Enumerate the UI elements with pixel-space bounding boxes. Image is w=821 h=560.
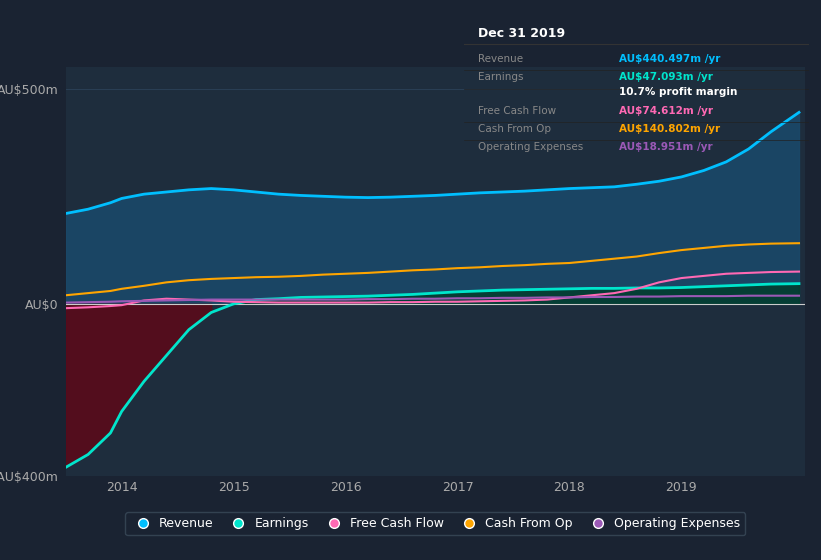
Text: AU$140.802m /yr: AU$140.802m /yr	[619, 124, 720, 134]
Text: AU$47.093m /yr: AU$47.093m /yr	[619, 72, 713, 82]
Legend: Revenue, Earnings, Free Cash Flow, Cash From Op, Operating Expenses: Revenue, Earnings, Free Cash Flow, Cash …	[125, 512, 745, 535]
Text: Cash From Op: Cash From Op	[478, 124, 551, 134]
Text: AU$18.951m /yr: AU$18.951m /yr	[619, 142, 713, 152]
Text: Free Cash Flow: Free Cash Flow	[478, 105, 556, 115]
Text: Operating Expenses: Operating Expenses	[478, 142, 583, 152]
Text: AU$74.612m /yr: AU$74.612m /yr	[619, 105, 713, 115]
Text: Dec 31 2019: Dec 31 2019	[478, 27, 565, 40]
Text: 10.7% profit margin: 10.7% profit margin	[619, 87, 737, 97]
Text: Earnings: Earnings	[478, 72, 523, 82]
Text: Revenue: Revenue	[478, 54, 523, 64]
Text: AU$440.497m /yr: AU$440.497m /yr	[619, 54, 720, 64]
